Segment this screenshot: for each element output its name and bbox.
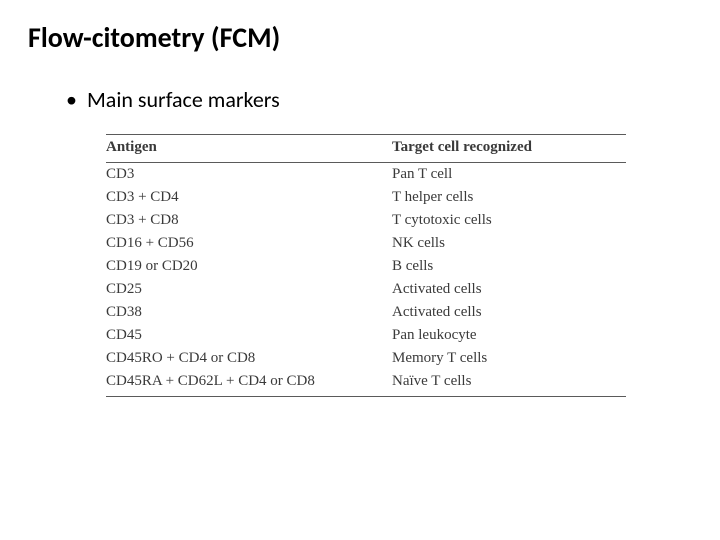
cell-target: Activated cells: [392, 301, 626, 324]
slide: Flow-citometry (FCM) • Main surface mark…: [0, 0, 720, 417]
cell-antigen: CD25: [106, 278, 392, 301]
markers-table-wrap: Antigen Target cell recognized CD3 Pan T…: [106, 134, 642, 397]
table-row: CD3 + CD4 T helper cells: [106, 186, 626, 209]
cell-antigen: CD16 + CD56: [106, 232, 392, 255]
page-title: Flow-citometry (FCM): [28, 20, 692, 55]
cell-target: Activated cells: [392, 278, 626, 301]
table-row: CD45 Pan leukocyte: [106, 324, 626, 347]
cell-target: B cells: [392, 255, 626, 278]
cell-target: Memory T cells: [392, 347, 626, 370]
markers-table: Antigen Target cell recognized CD3 Pan T…: [106, 134, 626, 397]
header-antigen: Antigen: [106, 134, 392, 162]
bullet-icon: •: [66, 85, 77, 116]
table-header-row: Antigen Target cell recognized: [106, 134, 626, 162]
table-row: CD3 + CD8 T cytotoxic cells: [106, 209, 626, 232]
bullet-item: • Main surface markers: [66, 85, 692, 116]
table-row: CD45RO + CD4 or CD8 Memory T cells: [106, 347, 626, 370]
cell-antigen: CD19 or CD20: [106, 255, 392, 278]
cell-target: Naïve T cells: [392, 370, 626, 397]
table-row: CD45RA + CD62L + CD4 or CD8 Naïve T cell…: [106, 370, 626, 397]
cell-target: T cytotoxic cells: [392, 209, 626, 232]
table-row: CD3 Pan T cell: [106, 162, 626, 186]
cell-target: Pan T cell: [392, 162, 626, 186]
cell-antigen: CD38: [106, 301, 392, 324]
table-row: CD38 Activated cells: [106, 301, 626, 324]
cell-target: Pan leukocyte: [392, 324, 626, 347]
cell-antigen: CD45RO + CD4 or CD8: [106, 347, 392, 370]
table-row: CD25 Activated cells: [106, 278, 626, 301]
cell-antigen: CD3 + CD4: [106, 186, 392, 209]
cell-antigen: CD3: [106, 162, 392, 186]
cell-antigen: CD45: [106, 324, 392, 347]
header-target: Target cell recognized: [392, 134, 626, 162]
cell-target: NK cells: [392, 232, 626, 255]
table-row: CD19 or CD20 B cells: [106, 255, 626, 278]
cell-antigen: CD45RA + CD62L + CD4 or CD8: [106, 370, 392, 397]
cell-antigen: CD3 + CD8: [106, 209, 392, 232]
bullet-text: Main surface markers: [87, 85, 280, 116]
table-row: CD16 + CD56 NK cells: [106, 232, 626, 255]
cell-target: T helper cells: [392, 186, 626, 209]
